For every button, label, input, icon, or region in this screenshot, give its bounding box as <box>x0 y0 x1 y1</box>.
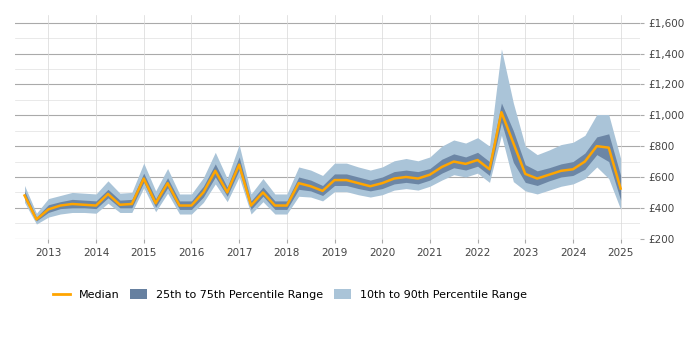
Legend: Median, 25th to 75th Percentile Range, 10th to 90th Percentile Range: Median, 25th to 75th Percentile Range, 1… <box>53 289 527 300</box>
